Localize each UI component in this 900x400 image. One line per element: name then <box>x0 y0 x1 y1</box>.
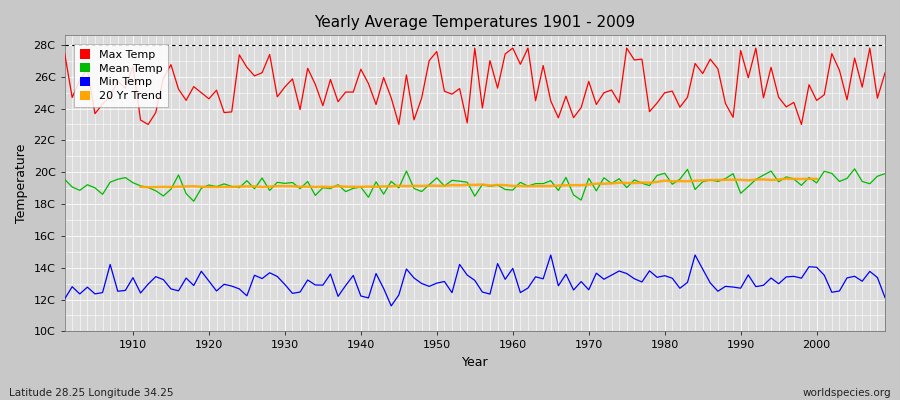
Text: Latitude 28.25 Longitude 34.25: Latitude 28.25 Longitude 34.25 <box>9 388 174 398</box>
Y-axis label: Temperature: Temperature <box>15 144 28 223</box>
Text: worldspecies.org: worldspecies.org <box>803 388 891 398</box>
Legend: Max Temp, Mean Temp, Min Temp, 20 Yr Trend: Max Temp, Mean Temp, Min Temp, 20 Yr Tre… <box>74 44 168 107</box>
X-axis label: Year: Year <box>462 356 488 369</box>
Title: Yearly Average Temperatures 1901 - 2009: Yearly Average Temperatures 1901 - 2009 <box>314 15 635 30</box>
